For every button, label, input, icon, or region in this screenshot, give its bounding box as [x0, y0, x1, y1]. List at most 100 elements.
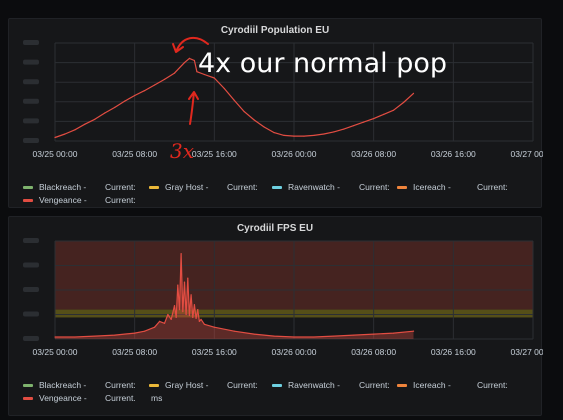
legend-item-icereach[interactable]: Icereach -: [397, 380, 451, 390]
x-tick-label: 03/26 08:00: [351, 149, 396, 159]
legend-item-vengeance[interactable]: Vengeance -: [23, 195, 87, 205]
legend-unit: ms: [151, 393, 163, 403]
data-point: [173, 305, 176, 307]
y-tick-label-blurred: [23, 118, 39, 124]
data-point: [64, 133, 66, 135]
data-point: [190, 294, 192, 296]
data-point: [412, 92, 415, 94]
legend-row: Blackreach - Current: Gray Host - Current: R…: [9, 182, 543, 194]
x-tick-label: 03/27 00:00: [511, 347, 543, 357]
legend-item-blackreach[interactable]: Blackreach -: [23, 380, 86, 390]
data-point: [144, 90, 146, 92]
legend-current-label: Current:: [105, 380, 136, 390]
data-point: [144, 330, 146, 332]
legend-swatch: [23, 186, 33, 190]
data-point: [213, 77, 215, 79]
fps-panel: Cyrodiil FPS EU 03/25 00:00 03/25 08:00 03…: [8, 216, 543, 416]
data-point: [183, 62, 186, 64]
data-point: [392, 332, 395, 334]
legend-current-label: Current:: [227, 380, 258, 390]
legend-swatch: [397, 186, 407, 190]
legend-row: Blackreach - Current: Gray Host - Current: R…: [9, 380, 543, 392]
data-point: [183, 281, 186, 283]
x-tick-label: 03/25 08:00: [112, 149, 157, 159]
data-point: [134, 94, 136, 97]
population-panel: Cyrodiil Population EU 03/25 00:00 03/25 …: [8, 18, 543, 208]
data-point: [323, 133, 325, 135]
x-tick-label: 03/26 00:00: [272, 149, 317, 159]
legend-name: Gray Host -: [165, 182, 209, 192]
legend-current-label: Current:: [105, 182, 136, 192]
legend-item-gray-host[interactable]: Gray Host -: [149, 380, 208, 390]
data-point: [333, 131, 335, 133]
data-point: [243, 111, 245, 113]
data-point: [177, 284, 179, 286]
data-point: [353, 334, 355, 336]
data-point: [94, 118, 96, 120]
legend-current-label: Current:: [105, 195, 136, 205]
legend-row: Vengeance - Current:: [9, 195, 543, 207]
data-point: [343, 128, 345, 130]
data-point: [195, 317, 197, 320]
legend-current-label: Current:: [477, 182, 508, 192]
data-point: [185, 313, 187, 316]
data-point: [124, 100, 126, 102]
fps-chart: 03/25 00:00 03/25 08:00 03/25 16:00 03/26 0…: [23, 238, 543, 357]
legend-item-ravenwatch[interactable]: Ravenwatch -: [272, 380, 340, 390]
data-point: [158, 320, 161, 322]
data-point: [203, 73, 205, 76]
data-point: [313, 134, 315, 136]
data-point: [192, 316, 194, 319]
legend-row: Vengeance - Current. ms: [9, 393, 543, 405]
annotation-text: 4x our normal pop: [198, 48, 448, 79]
data-point: [233, 330, 235, 332]
data-point: [170, 318, 172, 320]
x-tick-label: 03/26 08:00: [351, 347, 396, 357]
y-tick-label-blurred: [23, 262, 39, 268]
data-point: [373, 333, 375, 335]
data-point: [114, 106, 116, 108]
legend-item-gray-host[interactable]: Gray Host -: [149, 182, 208, 192]
data-point: [153, 84, 156, 86]
data-point: [54, 136, 56, 139]
legend-item-ravenwatch[interactable]: Ravenwatch -: [272, 182, 340, 192]
legend-item-blackreach[interactable]: Blackreach -: [23, 182, 86, 192]
data-point: [233, 99, 235, 101]
legend-name: Vengeance -: [39, 393, 87, 403]
y-tick-label-blurred: [23, 238, 39, 243]
data-point: [253, 333, 255, 335]
data-point: [173, 72, 176, 74]
data-point: [273, 132, 275, 134]
data-point: [197, 309, 199, 311]
data-point: [180, 253, 182, 255]
data-point: [178, 309, 181, 311]
y-tick-label-blurred: [23, 40, 39, 45]
legend-current-label: Current.: [105, 393, 136, 403]
data-point: [273, 335, 275, 337]
legend-current-label: Current:: [477, 380, 508, 390]
data-point: [182, 310, 184, 313]
data-point: [187, 277, 189, 279]
data-point: [392, 109, 395, 111]
data-point: [114, 334, 116, 336]
data-point: [313, 336, 315, 338]
data-point: [383, 113, 385, 115]
legend-name: Icereach -: [413, 380, 451, 390]
data-point: [175, 316, 177, 319]
legend-swatch: [272, 384, 282, 388]
y-tick-label-blurred: [23, 336, 39, 341]
legend-item-vengeance[interactable]: Vengeance -: [23, 393, 87, 403]
data-point: [402, 101, 405, 104]
data-point: [134, 332, 136, 334]
data-point: [163, 78, 166, 80]
data-point: [203, 323, 205, 325]
data-point: [303, 135, 305, 137]
data-point: [213, 326, 215, 328]
legend-name: Ravenwatch -: [288, 380, 340, 390]
data-point: [163, 322, 166, 324]
data-point: [253, 119, 255, 121]
x-tick-label: 03/25 00:00: [33, 149, 78, 159]
data-point: [333, 335, 335, 337]
legend-item-icereach[interactable]: Icereach -: [397, 182, 451, 192]
data-point: [193, 304, 196, 306]
